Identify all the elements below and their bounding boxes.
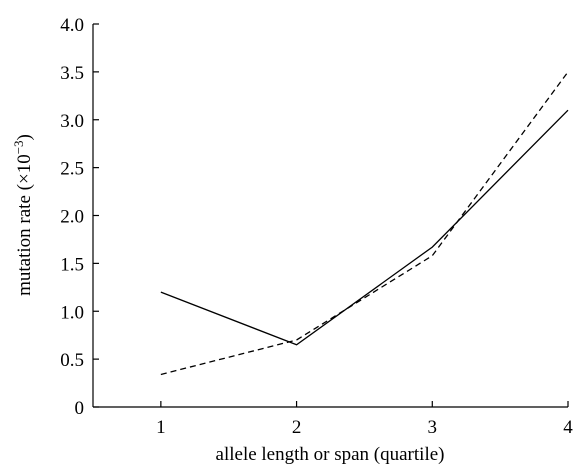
y-tick-label: 4.0 xyxy=(60,15,84,36)
x-tick-label: 3 xyxy=(428,417,438,438)
series-group xyxy=(160,71,569,376)
x-tick-label: 1 xyxy=(156,417,166,438)
y-axis-label-prefix: mutation rate (×10 xyxy=(14,154,35,296)
y-axis-label-suffix: ) xyxy=(14,134,35,140)
y-tick-label: 3.0 xyxy=(60,111,84,132)
y-tick-label: 0 xyxy=(75,398,85,419)
y-tick-label: 2.5 xyxy=(60,159,84,180)
x-tick-label: 4 xyxy=(563,417,573,438)
y-tick-label: 0.5 xyxy=(60,350,84,371)
x-axis: 1 2 3 4 xyxy=(93,401,573,438)
y-axis: 0 0.5 1.0 1.5 2.0 2.5 3.0 3.5 4.0 xyxy=(60,15,99,419)
y-axis-label: mutation rate (×10−3) xyxy=(11,134,36,296)
y-tick-label: 1.5 xyxy=(60,254,84,275)
series-line-solid xyxy=(160,109,569,346)
y-tick-label: 2.0 xyxy=(60,207,84,228)
x-tick-label: 2 xyxy=(292,417,302,438)
y-tick-label: 1.0 xyxy=(60,302,84,323)
y-tick-label: 3.5 xyxy=(60,63,84,84)
x-axis-label: allele length or span (quartile) xyxy=(216,444,445,465)
series-line-dashed xyxy=(160,71,569,376)
y-axis-label-exponent: −3 xyxy=(11,140,26,154)
